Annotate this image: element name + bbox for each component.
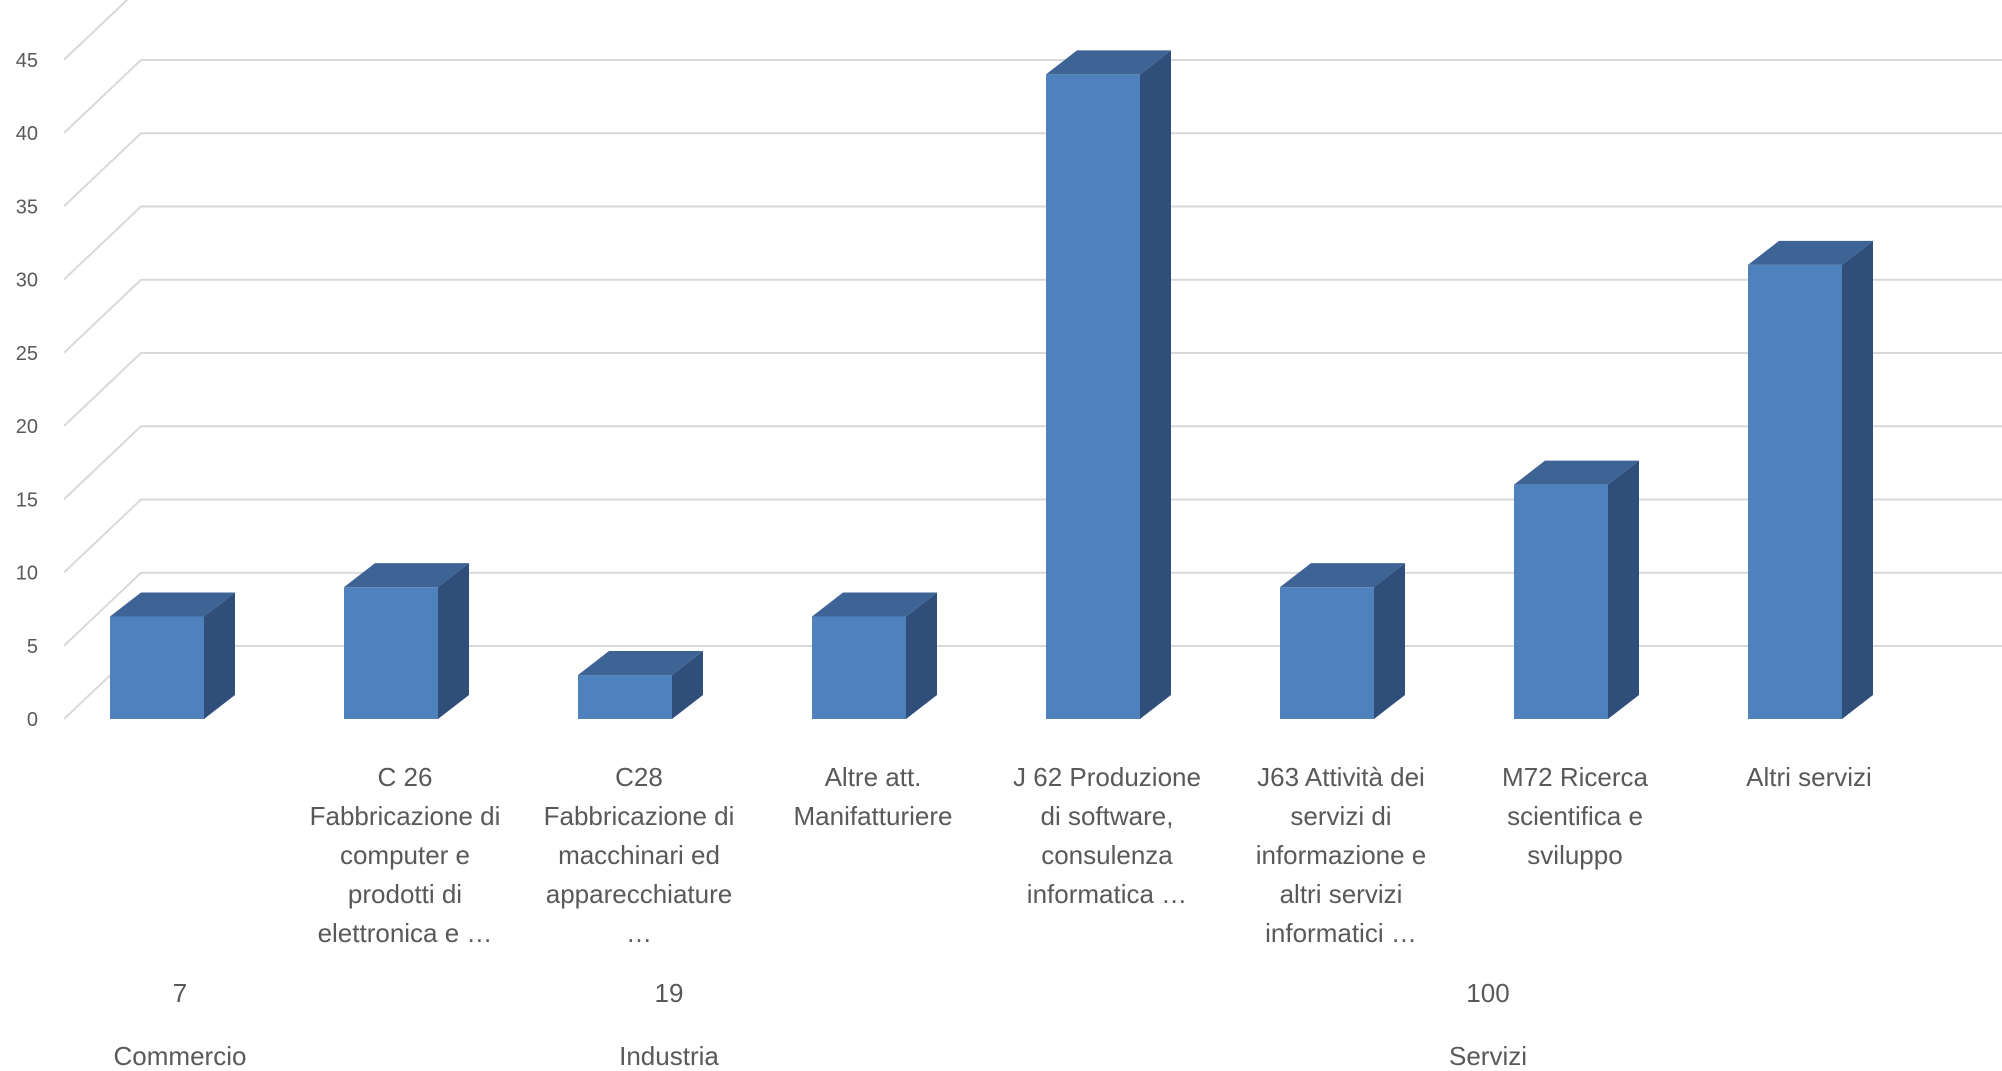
- bar: [1046, 50, 1171, 719]
- group-name-label: Servizi: [1449, 1041, 1527, 1071]
- bar-top-face: [344, 563, 469, 588]
- group-total-label: 100: [1466, 978, 1509, 1008]
- x-category-label: computer e: [340, 840, 470, 870]
- x-category-label: elettronica e …: [318, 918, 493, 948]
- x-category-label: altri servizi: [1280, 879, 1403, 909]
- group-name-label: Commercio: [114, 1041, 247, 1071]
- x-category-label: Altre att.: [825, 762, 922, 792]
- y-tick-label: 20: [16, 416, 38, 438]
- bar-top-face: [1748, 240, 1873, 265]
- x-category-label: Fabbricazione di: [310, 801, 501, 831]
- bar: [344, 563, 469, 719]
- x-category-label: scientifica e: [1507, 801, 1643, 831]
- y-tick-label: 5: [27, 636, 38, 658]
- group-total-label: 7: [173, 978, 187, 1008]
- bar: [110, 592, 235, 719]
- bar: [812, 592, 937, 719]
- bar-front-face: [1280, 587, 1374, 719]
- bar-side-face: [204, 592, 235, 719]
- x-category-label: Manifatturiere: [794, 801, 953, 831]
- y-tick-label: 0: [27, 709, 38, 731]
- group-name-label: Industria: [619, 1041, 719, 1071]
- bar-side-face: [906, 592, 937, 719]
- x-category-label: M72 Ricerca: [1502, 762, 1648, 792]
- bar-top-face: [110, 592, 235, 617]
- gridline: [63, 352, 2002, 427]
- x-category-label: …: [626, 918, 652, 948]
- y-tick-label: 30: [16, 270, 38, 292]
- x-category-label: Altri servizi: [1746, 762, 1872, 792]
- y-tick-label: 10: [16, 563, 38, 585]
- bar-side-face: [1842, 240, 1873, 719]
- bars: [110, 50, 1873, 719]
- x-category-label: di software,: [1041, 801, 1174, 831]
- x-category-label: J 62 Produzione: [1013, 762, 1201, 792]
- x-category-label: consulenza: [1041, 840, 1173, 870]
- bar-top-face: [1280, 563, 1405, 588]
- y-tick-label: 35: [16, 196, 38, 218]
- bar: [578, 651, 703, 719]
- gridlines: [63, 0, 2002, 720]
- group-labels: 7 Commercio 19 Industria 100 Servizi: [114, 978, 1527, 1071]
- bar-side-face: [1608, 460, 1639, 719]
- x-category-label: macchinari ed: [558, 840, 720, 870]
- gridline: [63, 0, 129, 61]
- gridline: [63, 59, 2002, 134]
- bar: [1514, 460, 1639, 719]
- y-tick-label: 15: [16, 489, 38, 511]
- bar-top-face: [1514, 460, 1639, 485]
- bar-front-face: [1748, 264, 1842, 719]
- bar-side-face: [672, 651, 703, 719]
- x-category-label: informatici …: [1265, 918, 1417, 948]
- bar: [1280, 563, 1405, 719]
- x-category-label: C 26: [378, 762, 433, 792]
- bar-front-face: [110, 616, 204, 719]
- y-tick-label: 25: [16, 343, 38, 365]
- x-category-label: sviluppo: [1527, 840, 1622, 870]
- x-category-label: prodotti di: [348, 879, 462, 909]
- gridline: [63, 132, 2002, 207]
- bar: [1748, 240, 1873, 719]
- bar-front-face: [1046, 74, 1140, 719]
- bar-top-face: [1046, 50, 1171, 75]
- bar-front-face: [344, 587, 438, 719]
- x-category-label: servizi di: [1290, 801, 1391, 831]
- x-category-label: Fabbricazione di: [544, 801, 735, 831]
- y-axis-ticks: 0 5 10 15 20 25 30 35 40 45: [16, 50, 38, 731]
- bar-front-face: [578, 675, 672, 719]
- y-tick-label: 40: [16, 123, 38, 145]
- gridline: [63, 278, 2002, 354]
- bar-front-face: [1514, 484, 1608, 719]
- x-category-label: informatica …: [1027, 879, 1187, 909]
- x-category-label: C28: [615, 762, 663, 792]
- x-category-label: apparecchiature: [546, 879, 732, 909]
- x-axis-labels: C 26 Fabbricazione di computer e prodotti d…: [310, 762, 1872, 948]
- bar-top-face: [812, 592, 937, 617]
- y-tick-label: 45: [16, 50, 38, 72]
- x-category-label: informazione e: [1256, 840, 1427, 870]
- bar-side-face: [1140, 50, 1171, 719]
- x-category-label: J63 Attività dei: [1257, 762, 1425, 792]
- group-total-label: 19: [655, 978, 684, 1008]
- bar-side-face: [438, 563, 469, 719]
- gridline: [63, 498, 2002, 574]
- bar-side-face: [1374, 563, 1405, 719]
- bar-front-face: [812, 616, 906, 719]
- gridline: [63, 205, 2002, 281]
- gridline: [63, 425, 2002, 500]
- bar-top-face: [578, 651, 703, 676]
